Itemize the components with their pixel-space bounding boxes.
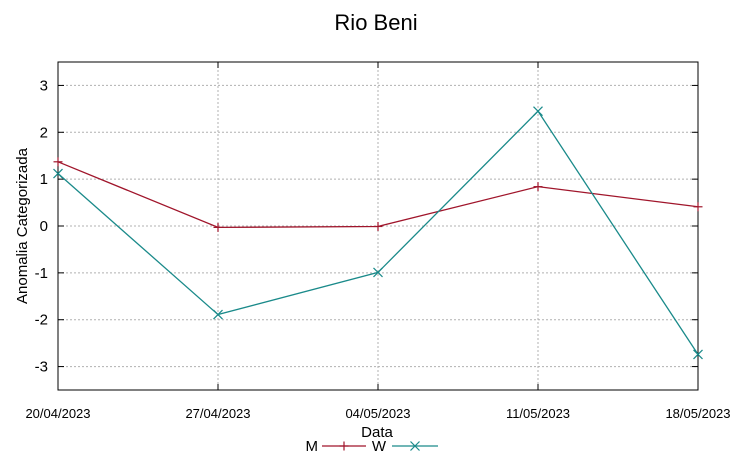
- data-point-W: [53, 168, 63, 179]
- data-point-W: [533, 106, 543, 117]
- y-tick-label: 0: [40, 218, 48, 235]
- data-point-W: [373, 267, 383, 278]
- x-tick-label: 04/05/2023: [345, 406, 410, 421]
- legend-marker: [410, 441, 420, 451]
- y-tick-label: -3: [35, 359, 48, 376]
- legend-item-M: M: [306, 438, 366, 455]
- x-tick-label: 18/05/2023: [665, 406, 730, 421]
- y-tick-label: 2: [40, 124, 48, 141]
- legend-label: M: [306, 438, 319, 455]
- x-tick-label: 27/04/2023: [185, 406, 250, 421]
- data-point-M: [693, 202, 703, 212]
- x-axis: 20/04/2023 27/04/2023 04/05/2023 11/05/2023…: [25, 62, 731, 421]
- legend-item-W: W: [372, 438, 438, 455]
- y-axis-label: Anomalia Categorizada: [14, 147, 31, 304]
- y-tick-label: -2: [35, 312, 48, 329]
- data-point-M: [213, 222, 223, 232]
- chart-title: Rio Beni: [334, 10, 417, 35]
- data-point-W: [693, 349, 703, 360]
- data-point-M: [533, 182, 543, 192]
- y-tick-label: 1: [40, 171, 48, 188]
- data-point-W: [213, 309, 223, 320]
- x-tick-label: 20/04/2023: [25, 406, 90, 421]
- legend-marker: [339, 441, 349, 451]
- y-tick-label: 3: [40, 77, 48, 94]
- y-tick-label: -1: [35, 265, 48, 282]
- x-tick-label: 11/05/2023: [506, 406, 570, 421]
- y-axis: 3 2 1 0 -1 -2 -3: [35, 77, 698, 376]
- series-group: [53, 106, 703, 360]
- data-point-M: [53, 157, 63, 167]
- series-W: [53, 106, 703, 360]
- x-axis-label: Data: [361, 424, 393, 441]
- legend-label: W: [372, 438, 387, 455]
- data-point-M: [373, 221, 383, 231]
